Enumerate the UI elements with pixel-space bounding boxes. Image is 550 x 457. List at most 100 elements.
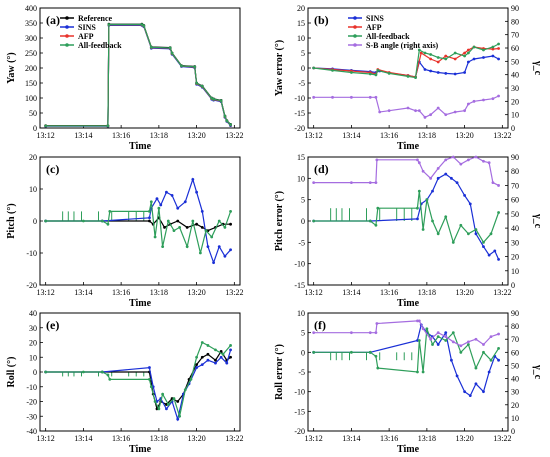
data-point-all-feedback <box>221 352 225 356</box>
data-point-s-b-angle-right-axis <box>378 110 382 114</box>
data-point-s-b-angle-right-axis <box>374 181 378 185</box>
data-point-all-feedback <box>161 245 165 249</box>
y2-tick-label: 20 <box>511 97 519 106</box>
data-point-all-feedback <box>106 124 110 128</box>
x-tick-label: 13:20 <box>455 434 473 443</box>
data-point-s-b-angle-right-axis <box>436 166 440 170</box>
data-point-sins <box>472 57 476 61</box>
data-point-sins <box>214 361 217 365</box>
data-point-reference <box>163 226 166 229</box>
panel-label: (b) <box>314 13 329 27</box>
data-point-sins <box>217 245 221 249</box>
data-point-sins <box>225 361 229 365</box>
data-point-sins <box>455 181 459 185</box>
y2-tick-label: 70 <box>511 335 519 344</box>
y-tick-label: -15 <box>294 281 305 290</box>
series-line-all-feedback <box>313 328 500 373</box>
chart-panel-d: -15 -10 -5 0 5 10 15 0 10 20 30 40 50 60 70 80 90 γ_c 13:1… <box>274 153 543 309</box>
y-tick-label: -5 <box>298 368 305 377</box>
x-tick-label: 13:18 <box>418 288 436 297</box>
data-point-s-b-angle-right-axis <box>421 327 425 331</box>
data-point-s-b-angle-right-axis <box>463 109 467 113</box>
data-point-sins <box>497 258 500 261</box>
data-point-s-b-angle-right-axis <box>491 97 495 101</box>
data-point-all-feedback <box>374 73 378 77</box>
x-tick-label: 13:18 <box>150 434 168 443</box>
y2-tick-label: 0 <box>511 124 515 133</box>
x-tick-label: 13:18 <box>418 434 436 443</box>
y2-tick-label: 0 <box>511 427 515 436</box>
data-point-all-feedback <box>368 350 372 354</box>
x-tick-label: 13:14 <box>74 131 92 140</box>
data-point-s-b-angle-right-axis <box>429 113 433 117</box>
data-point-sins <box>482 390 485 394</box>
data-point-reference <box>229 355 232 359</box>
data-point-sins <box>491 54 495 58</box>
data-point-all-feedback <box>200 341 204 344</box>
data-point-sins <box>497 358 500 362</box>
data-point-afp <box>436 60 440 64</box>
data-point-s-b-angle-right-axis <box>497 184 500 187</box>
y-axis-label: Roll (°) <box>6 357 17 388</box>
data-point-all-feedback <box>195 355 199 359</box>
y2-tick-label: 80 <box>511 322 519 331</box>
y-tick-label: 20 <box>29 339 37 348</box>
data-point-all-feedback <box>451 240 455 244</box>
data-point-all-feedback <box>229 210 232 213</box>
data-point-sins <box>463 390 467 394</box>
data-point-all-feedback <box>466 232 470 236</box>
y-tick-label: -40 <box>26 427 37 436</box>
data-point-afp <box>444 54 448 58</box>
data-point-all-feedback <box>100 370 104 374</box>
data-point-s-b-angle-right-axis <box>459 162 463 166</box>
y2-tick-label: 90 <box>511 153 519 162</box>
data-point-all-feedback <box>406 75 410 78</box>
data-point-s-b-angle-right-axis <box>312 181 316 185</box>
y-tick-label: 350 <box>25 19 37 28</box>
data-point-sins <box>229 348 232 352</box>
y-tick-label: -20 <box>26 281 37 290</box>
x-tick-label: 13:20 <box>187 434 205 443</box>
y2-axis-label: γ_c <box>532 60 543 76</box>
data-point-all-feedback <box>368 72 372 76</box>
legend-marker <box>65 34 69 38</box>
data-point-all-feedback <box>331 69 334 72</box>
series-line-all-feedback <box>45 341 232 419</box>
data-point-all-feedback <box>387 72 391 75</box>
data-point-all-feedback <box>149 45 153 49</box>
data-point-all-feedback <box>444 339 448 342</box>
data-point-s-b-angle-right-axis <box>444 335 448 338</box>
x-axis-label: Time <box>129 141 152 152</box>
x-tick-label: 13:12 <box>305 434 323 443</box>
y-tick-label: -20 <box>294 124 305 133</box>
data-point-s-b-angle-right-axis <box>368 181 372 185</box>
data-point-all-feedback <box>108 377 112 381</box>
legend-label: All-feedback <box>366 32 410 41</box>
y-tick-label: 0 <box>301 348 305 357</box>
data-point-all-feedback <box>195 81 199 85</box>
data-point-all-feedback <box>148 210 151 213</box>
data-point-all-feedback <box>482 350 485 354</box>
series-line-afp <box>313 46 499 78</box>
data-point-s-b-angle-right-axis <box>421 169 425 173</box>
data-point-all-feedback <box>149 385 153 389</box>
series-line-reference <box>45 350 231 411</box>
data-point-s-b-angle-right-axis <box>466 102 470 106</box>
data-point-all-feedback <box>444 215 448 219</box>
x-tick-label: 13:20 <box>455 288 473 297</box>
data-point-s-b-angle-right-axis <box>487 161 491 165</box>
data-point-all-feedback <box>425 198 429 202</box>
data-point-all-feedback <box>466 51 470 55</box>
data-point-s-b-angle-right-axis <box>466 158 470 162</box>
y-axis-label: Roll error (°) <box>274 344 285 400</box>
data-point-all-feedback <box>423 51 427 55</box>
data-point-sins <box>183 200 187 204</box>
data-point-all-feedback <box>312 219 316 223</box>
y-tick-label: -10 <box>294 260 305 269</box>
data-point-all-feedback <box>149 200 153 204</box>
y2-tick-label: 0 <box>511 281 515 290</box>
data-point-all-feedback <box>417 339 421 342</box>
data-point-s-b-angle-right-axis <box>349 331 353 335</box>
